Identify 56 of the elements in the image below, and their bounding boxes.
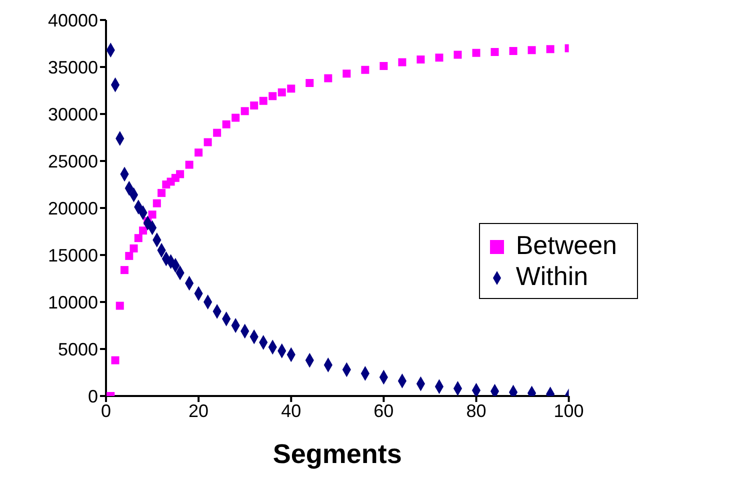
point: [148, 210, 156, 219]
point: [268, 92, 277, 100]
legend-label: Between: [516, 230, 617, 260]
point: [158, 188, 166, 197]
point: [250, 102, 258, 110]
point: [116, 302, 124, 310]
y-tick-label: 10000: [48, 292, 98, 312]
y-tick-label: 15000: [48, 245, 98, 266]
point: [342, 70, 351, 78]
point: [454, 50, 462, 59]
y-tick-label: 25000: [48, 151, 98, 172]
point: [259, 96, 268, 105]
point: [435, 54, 444, 62]
point: [240, 107, 249, 116]
point: [139, 226, 148, 235]
point: [204, 138, 212, 146]
point: [398, 58, 406, 66]
point: [222, 120, 230, 128]
x-axis-title: Segments: [272, 439, 402, 469]
y-tick-label: 20000: [48, 198, 98, 218]
point: [120, 266, 129, 274]
point: [278, 88, 286, 96]
point: [380, 62, 388, 70]
point: [509, 47, 518, 56]
point: [416, 55, 425, 64]
y-tick-label: 5000: [58, 339, 98, 360]
point: [194, 148, 203, 157]
y-tick-label: 35000: [48, 57, 98, 78]
legend-label: Within: [516, 261, 588, 291]
y-tick-label: 40000: [48, 10, 98, 30]
point: [130, 244, 138, 252]
x-tick-label: 20: [188, 400, 209, 421]
point: [361, 66, 370, 74]
point: [134, 234, 142, 242]
point: [176, 170, 184, 178]
point: [111, 356, 120, 364]
point: [324, 74, 332, 82]
x-tick-label: 60: [374, 400, 394, 421]
point: [472, 382, 481, 396]
x-tick-label: 40: [281, 400, 302, 421]
y-tick-label: 30000: [48, 104, 98, 124]
x-tick-label: 100: [554, 400, 584, 421]
point: [490, 48, 499, 56]
point: [232, 114, 240, 122]
point: [306, 78, 314, 87]
point: [546, 45, 554, 54]
x-tick-label: 0: [100, 400, 112, 421]
x-tick-label: 80: [466, 400, 486, 421]
point: [528, 46, 536, 54]
point: [125, 252, 134, 260]
point: [152, 199, 161, 208]
point: [287, 84, 296, 93]
point: [472, 48, 480, 57]
point: [213, 128, 222, 137]
y-tick-label: 0: [88, 386, 98, 406]
point: [185, 160, 194, 169]
